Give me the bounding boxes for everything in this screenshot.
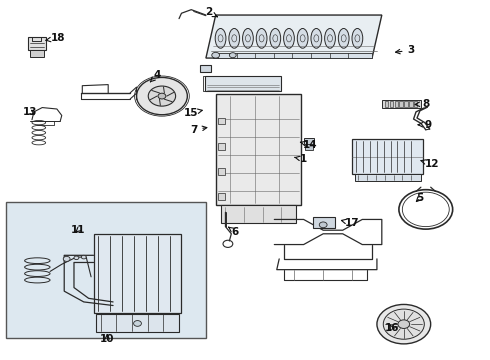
Bar — [404, 102, 408, 107]
Bar — [218, 168, 225, 175]
Ellipse shape — [325, 28, 335, 48]
Ellipse shape — [270, 28, 281, 48]
Text: 11: 11 — [71, 225, 85, 235]
Ellipse shape — [338, 28, 349, 48]
Bar — [304, 138, 315, 144]
Ellipse shape — [256, 28, 267, 48]
Bar — [218, 118, 225, 125]
Bar — [314, 217, 335, 228]
Text: 9: 9 — [418, 120, 432, 130]
Bar — [5, 202, 206, 338]
Circle shape — [74, 256, 79, 260]
Circle shape — [134, 320, 142, 326]
Text: 14: 14 — [300, 140, 318, 150]
Bar — [27, 37, 46, 50]
Text: 15: 15 — [184, 108, 202, 118]
Text: 12: 12 — [421, 159, 439, 169]
Bar — [409, 102, 413, 107]
Bar — [399, 102, 403, 107]
Ellipse shape — [297, 28, 308, 48]
Text: 6: 6 — [229, 227, 239, 237]
Bar — [216, 94, 301, 205]
Bar — [205, 76, 281, 91]
Bar — [385, 102, 388, 107]
Bar — [382, 100, 421, 108]
Text: 7: 7 — [190, 125, 207, 135]
Ellipse shape — [311, 28, 322, 48]
Polygon shape — [206, 15, 382, 58]
Circle shape — [137, 77, 187, 115]
Ellipse shape — [229, 28, 240, 48]
Bar — [200, 64, 211, 72]
Bar — [30, 50, 44, 57]
Bar — [213, 53, 372, 58]
Text: 3: 3 — [395, 45, 415, 55]
Bar — [96, 315, 179, 332]
Ellipse shape — [215, 28, 226, 48]
Bar — [394, 102, 398, 107]
Text: 17: 17 — [342, 218, 360, 228]
Text: 2: 2 — [205, 7, 218, 17]
Bar — [414, 102, 417, 107]
Circle shape — [63, 256, 70, 261]
Text: 16: 16 — [384, 323, 399, 333]
Bar — [94, 234, 181, 313]
Circle shape — [383, 309, 424, 339]
Bar — [352, 139, 423, 174]
Circle shape — [377, 305, 431, 344]
Ellipse shape — [243, 28, 253, 48]
Text: 1: 1 — [294, 154, 307, 164]
Bar — [305, 144, 313, 149]
Circle shape — [148, 86, 175, 106]
Bar — [218, 193, 225, 200]
Text: 10: 10 — [100, 333, 115, 343]
Text: 8: 8 — [415, 99, 429, 109]
Text: 5: 5 — [416, 193, 423, 203]
Ellipse shape — [352, 28, 363, 48]
Bar — [220, 205, 296, 223]
Bar — [218, 143, 225, 149]
Text: 13: 13 — [23, 107, 37, 117]
Circle shape — [398, 320, 410, 328]
Text: 4: 4 — [150, 70, 161, 82]
Text: 18: 18 — [46, 33, 66, 43]
Bar — [390, 102, 393, 107]
Circle shape — [158, 93, 166, 99]
Circle shape — [319, 222, 327, 228]
Circle shape — [81, 255, 86, 259]
Circle shape — [229, 53, 236, 58]
Bar — [355, 174, 421, 181]
Ellipse shape — [284, 28, 294, 48]
Circle shape — [212, 52, 220, 58]
